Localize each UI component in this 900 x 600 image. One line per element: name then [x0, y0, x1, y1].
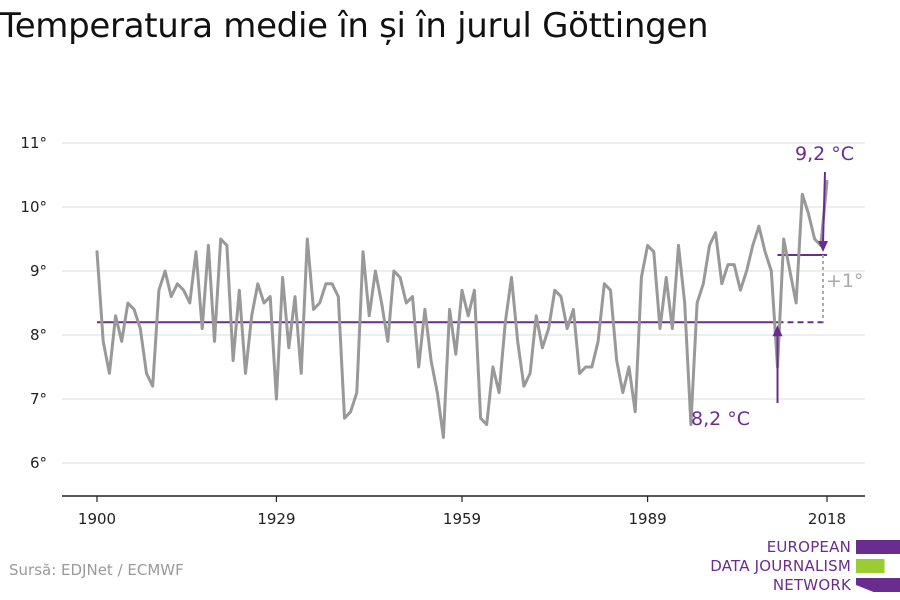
edjnet-logo: EUROPEAN DATA JOURNALISM NETWORK: [700, 538, 900, 598]
x-tick-label: 1959: [443, 510, 481, 528]
y-axis-ticks: 6° 7° 8° 9° 10° 11°: [20, 134, 47, 472]
logo-line-network: NETWORK: [772, 576, 851, 594]
arrow-down-shaft: [822, 171, 826, 244]
logo-bar-middle: [856, 559, 900, 573]
temperature-series-line: [95, 179, 829, 439]
x-tick-label: 1929: [257, 510, 295, 528]
annotations: 8,2 °C 9,2 °C +1°: [691, 143, 864, 430]
y-tick-label: 9°: [30, 262, 47, 280]
annotation-baseline-value: 8,2 °C: [691, 408, 750, 430]
annotation-recent-value: 9,2 °C: [795, 143, 854, 165]
y-tick-label: 11°: [20, 134, 47, 152]
x-tick-label: 1900: [78, 510, 116, 528]
logo-line-data-journalism: DATA JOURNALISM: [710, 557, 851, 575]
arrow-up-icon: [772, 325, 783, 337]
x-tick-label: 2018: [808, 510, 846, 528]
logo-bar-bottom: [856, 578, 900, 592]
arrow-down-icon: [818, 241, 828, 252]
x-axis: 1900 1929 1959 1989 2018: [62, 495, 865, 528]
annotation-delta: +1°: [826, 270, 864, 292]
page-title: Temperatura medie în și în jurul Götting…: [0, 6, 709, 46]
logo-line-european: EUROPEAN: [766, 538, 851, 556]
y-tick-label: 8°: [30, 326, 47, 344]
y-tick-label: 7°: [30, 390, 47, 408]
gridlines: [62, 142, 865, 464]
logo-bar-top: [856, 540, 900, 554]
y-tick-label: 10°: [20, 198, 47, 216]
y-tick-label: 6°: [30, 454, 47, 472]
series: [95, 179, 829, 439]
x-tick-label: 1989: [628, 510, 666, 528]
source-note: Sursă: EDJNet / ECMWF: [9, 561, 184, 579]
